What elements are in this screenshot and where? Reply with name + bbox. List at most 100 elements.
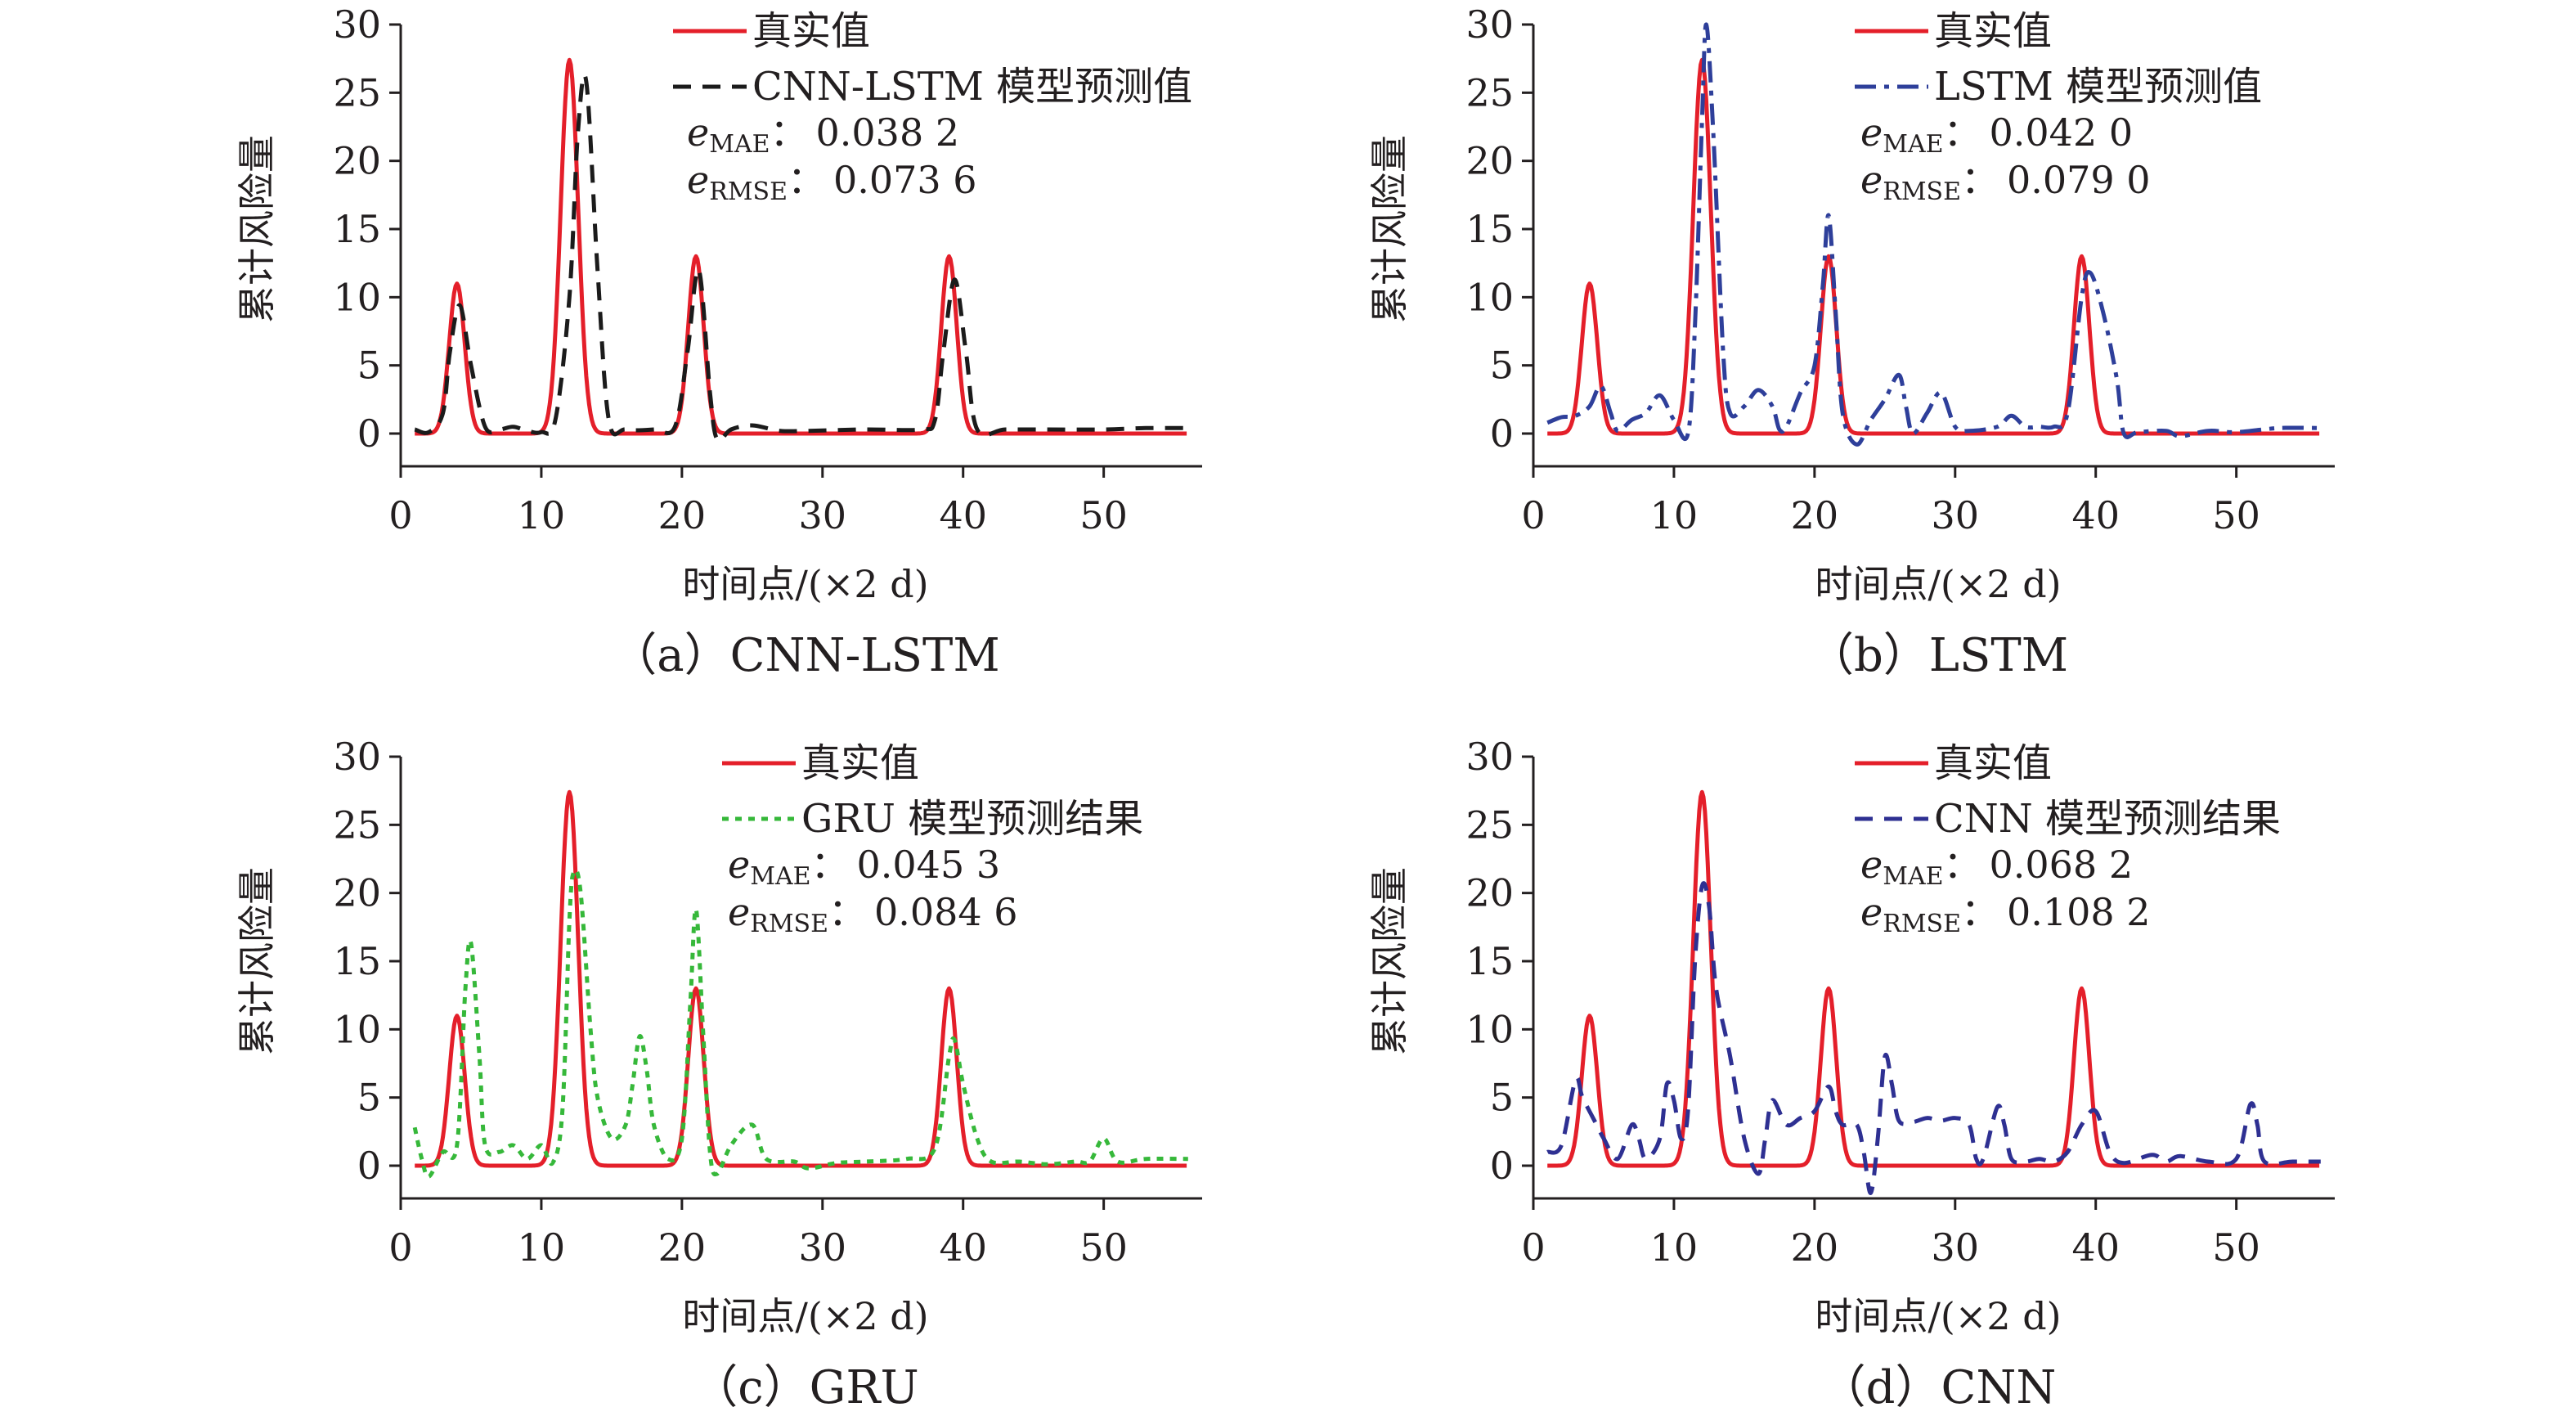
panel-c: 累计风险量 时间点/(×2 d) （c）GRU 0 5 10 15 20 25 30 0 10 2… — [235, 735, 1202, 1414]
panel-d: 累计风险量 时间点/(×2 d) （d）CNN 0 5 10 15 20 25 30 0 10 2… — [1367, 735, 2335, 1414]
caption-a: （a）CNN-LSTM — [611, 629, 999, 682]
x-axis-label-b: 时间点/(×2 d) — [1815, 562, 2061, 606]
panel-b: 累计风险量 时间点/(×2 d) （b）LSTM 0 5 10 15 20 25 30 0 10… — [1367, 2, 2335, 682]
rmse-metric-a: eRMSE： 0.073 6 — [687, 158, 977, 206]
x-tick-label: 50 — [2212, 1225, 2260, 1270]
plot-area-d: 0 5 10 15 20 25 30 0 10 20 30 40 50 — [1465, 735, 2335, 1270]
y-tick-label: 25 — [1465, 70, 1514, 115]
y-tick-label: 15 — [333, 207, 381, 251]
y-tick-label: 25 — [333, 70, 381, 115]
x-tick-label: 30 — [799, 493, 847, 537]
y-tick-label: 25 — [1465, 802, 1514, 847]
x-axis-label-a: 时间点/(×2 d) — [682, 562, 928, 606]
x-tick-label: 10 — [518, 493, 566, 537]
x-tick-label: 40 — [2071, 493, 2120, 537]
caption-d: （d）CNN — [1820, 1361, 2057, 1414]
mae-metric-d: eMAE： 0.068 2 — [1860, 843, 2133, 891]
y-tick-label: 10 — [333, 275, 381, 319]
legend-label-actual-d: 真实值 — [1934, 740, 2052, 786]
y-tick-label: 20 — [1465, 871, 1514, 915]
mae-metric-a: eMAE： 0.038 2 — [687, 110, 959, 159]
y-tick-label: 5 — [1490, 344, 1514, 388]
series-actual-line — [414, 789, 1187, 1168]
y-tick-label: 5 — [1490, 1076, 1514, 1120]
plot-area-a: 0 5 10 15 20 25 30 0 10 20 30 40 50 — [333, 2, 1202, 537]
x-tick-label: 10 — [1650, 493, 1699, 537]
x-tick-label: 0 — [388, 1225, 412, 1270]
legend-label-pred-b: LSTM 模型预测值 — [1934, 64, 2262, 110]
caption-c: （c）GRU — [692, 1361, 918, 1414]
x-tick-label: 30 — [799, 1225, 847, 1270]
y-tick-label: 30 — [333, 735, 381, 779]
legend-c: 真实值 GRU 模型预测结果 eMAE： 0.045 3 eRMSE： 0.084 … — [722, 740, 1143, 938]
legend-label-pred-a: CNN-LSTM 模型预测值 — [752, 64, 1192, 110]
legend-d: 真实值 CNN 模型预测结果 eMAE： 0.068 2 eRMSE： 0.108 … — [1855, 740, 2281, 938]
x-tick-label: 40 — [939, 493, 987, 537]
legend-label-actual-c: 真实值 — [801, 740, 919, 786]
legend-label-actual-a: 真实值 — [752, 8, 870, 54]
y-tick-label: 0 — [357, 411, 381, 456]
y-tick-label: 10 — [1465, 275, 1514, 319]
x-axis-label-c: 时间点/(×2 d) — [682, 1294, 928, 1338]
x-tick-label: 20 — [658, 493, 707, 537]
x-axis-label-d: 时间点/(×2 d) — [1815, 1294, 2061, 1338]
y-tick-label: 25 — [333, 802, 381, 847]
y-tick-label: 0 — [1490, 411, 1514, 456]
y-axis-label-d: 累计风险量 — [1367, 867, 1411, 1055]
legend-b: 真实值 LSTM 模型预测值 eMAE： 0.042 0 eRMSE： 0.079 … — [1855, 8, 2262, 206]
x-tick-label: 20 — [1791, 1225, 1839, 1270]
x-tick-label: 40 — [939, 1225, 987, 1270]
x-tick-label: 50 — [1079, 493, 1128, 537]
legend-a: 真实值 CNN-LSTM 模型预测值 eMAE： 0.038 2 eRMSE： 0.… — [673, 8, 1192, 206]
y-tick-label: 30 — [1465, 2, 1514, 47]
y-tick-label: 15 — [333, 939, 381, 983]
y-tick-label: 15 — [1465, 939, 1514, 983]
x-tick-label: 50 — [1079, 1225, 1128, 1270]
x-tick-label: 0 — [1521, 1225, 1545, 1270]
legend-label-actual-b: 真实值 — [1934, 8, 2052, 54]
rmse-metric-c: eRMSE： 0.084 6 — [728, 890, 1018, 938]
x-tick-label: 20 — [658, 1225, 707, 1270]
y-tick-label: 20 — [333, 871, 381, 915]
series-prediction-line — [1546, 881, 2321, 1195]
y-tick-label: 5 — [357, 1076, 381, 1120]
series-actual-line — [1546, 789, 2320, 1168]
series-prediction-line — [412, 868, 1188, 1179]
plot-area-b: 0 5 10 15 20 25 30 0 10 20 30 40 50 — [1465, 2, 2335, 537]
y-tick-label: 0 — [357, 1144, 381, 1188]
y-tick-label: 20 — [1465, 139, 1514, 183]
x-tick-label: 10 — [518, 1225, 566, 1270]
x-tick-label: 0 — [1521, 493, 1545, 537]
series-actual-line — [1546, 57, 2320, 436]
x-tick-label: 0 — [388, 493, 412, 537]
y-tick-label: 30 — [333, 2, 381, 47]
y-tick-label: 5 — [357, 344, 381, 388]
y-axis-label-c: 累计风险量 — [235, 867, 279, 1055]
y-tick-label: 10 — [333, 1007, 381, 1051]
rmse-metric-b: eRMSE： 0.079 0 — [1860, 158, 2151, 206]
y-axis-label-b: 累计风险量 — [1367, 135, 1411, 323]
y-tick-label: 20 — [333, 139, 381, 183]
x-tick-label: 30 — [1932, 1225, 1980, 1270]
series-prediction-line — [1546, 22, 2321, 447]
series-prediction-line — [414, 73, 1188, 443]
y-tick-label: 0 — [1490, 1144, 1514, 1188]
x-tick-label: 50 — [2212, 493, 2260, 537]
y-tick-label: 15 — [1465, 207, 1514, 251]
mae-metric-c: eMAE： 0.045 3 — [728, 843, 1000, 891]
mae-metric-b: eMAE： 0.042 0 — [1860, 110, 2133, 159]
y-axis-label-a: 累计风险量 — [235, 135, 279, 323]
panel-a: 累计风险量 时间点/(×2 d) （a）CNN-LSTM 0 5 10 15 20 25 3… — [235, 2, 1202, 682]
series-actual-line — [414, 57, 1187, 436]
x-tick-label: 20 — [1791, 493, 1839, 537]
rmse-metric-d: eRMSE： 0.108 2 — [1860, 890, 2151, 938]
x-tick-label: 10 — [1650, 1225, 1699, 1270]
y-tick-label: 10 — [1465, 1007, 1514, 1051]
legend-label-pred-c: GRU 模型预测结果 — [801, 796, 1143, 842]
plot-area-c: 0 5 10 15 20 25 30 0 10 20 30 40 50 — [333, 735, 1202, 1270]
caption-b: （b）LSTM — [1808, 629, 2068, 682]
x-tick-label: 30 — [1932, 493, 1980, 537]
legend-label-pred-d: CNN 模型预测结果 — [1934, 796, 2281, 842]
y-tick-label: 30 — [1465, 735, 1514, 779]
